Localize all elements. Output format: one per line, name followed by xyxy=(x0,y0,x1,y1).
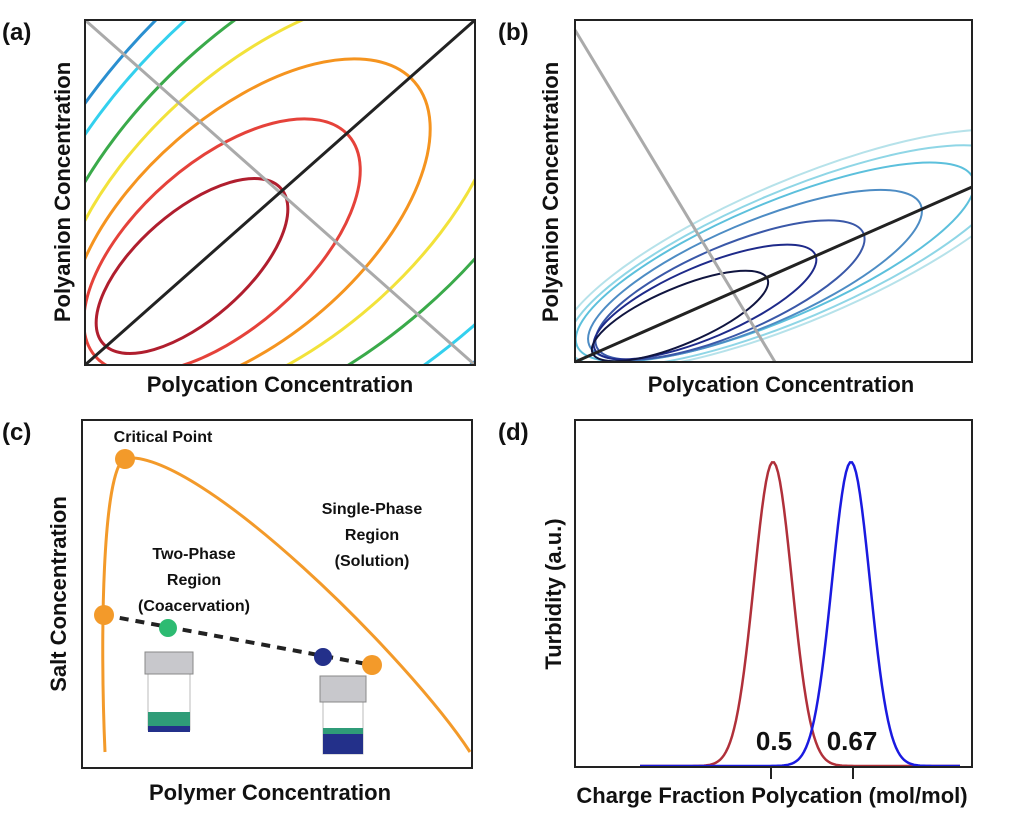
peak xyxy=(640,461,960,768)
point xyxy=(314,648,332,666)
x-label: Polymer Concentration xyxy=(149,780,391,805)
contour xyxy=(587,188,923,362)
panel-label: (b) xyxy=(498,19,529,46)
annotation: (Solution) xyxy=(335,553,410,570)
contour xyxy=(575,144,972,362)
contour xyxy=(85,20,475,365)
x-label: Polycation Concentration xyxy=(147,372,413,397)
y-label: Turbidity (a.u.) xyxy=(541,518,566,669)
panel-a-contours xyxy=(85,20,475,365)
annotation: Two-Phase xyxy=(152,546,235,563)
panel-label: (d) xyxy=(498,419,529,446)
annotation: (Coacervation) xyxy=(138,598,250,615)
annotation: Region xyxy=(167,572,221,589)
point xyxy=(362,655,382,675)
contour xyxy=(575,128,972,362)
tick-label: 0.67 xyxy=(827,726,878,756)
gray-line xyxy=(573,29,777,363)
panel-label: (c) xyxy=(2,419,31,446)
vial xyxy=(319,675,367,755)
point xyxy=(159,619,177,637)
contour xyxy=(85,57,432,365)
diagonal xyxy=(574,185,973,364)
panel-label: (a) xyxy=(2,19,31,46)
x-label: Polycation Concentration xyxy=(648,372,914,397)
x-label: Charge Fraction Polycation (mol/mol) xyxy=(576,783,967,808)
panel-d-frame xyxy=(574,419,973,768)
contour xyxy=(85,20,475,365)
y-label: Polyanion Concentration xyxy=(538,62,563,322)
y-label: Salt Concentration xyxy=(46,496,71,692)
annotation: Critical Point xyxy=(114,429,213,446)
peak xyxy=(640,461,960,768)
contour xyxy=(94,177,290,355)
annotation: Single-Phase xyxy=(322,501,423,518)
panel-d-peaks xyxy=(640,461,960,768)
y-label: Polyanion Concentration xyxy=(50,62,75,322)
contour xyxy=(85,20,475,365)
annotation: Region xyxy=(345,527,399,544)
critical-point xyxy=(115,449,135,469)
vial xyxy=(144,651,194,732)
panel-b-contours xyxy=(575,128,972,362)
contour xyxy=(85,117,362,365)
contour xyxy=(575,161,972,362)
point xyxy=(94,605,114,625)
panel-a-frame xyxy=(84,19,476,366)
panel-b-frame xyxy=(574,19,973,363)
panel-c-frame xyxy=(81,419,473,769)
diagonal xyxy=(84,18,476,367)
tick-label: 0.5 xyxy=(756,726,792,756)
